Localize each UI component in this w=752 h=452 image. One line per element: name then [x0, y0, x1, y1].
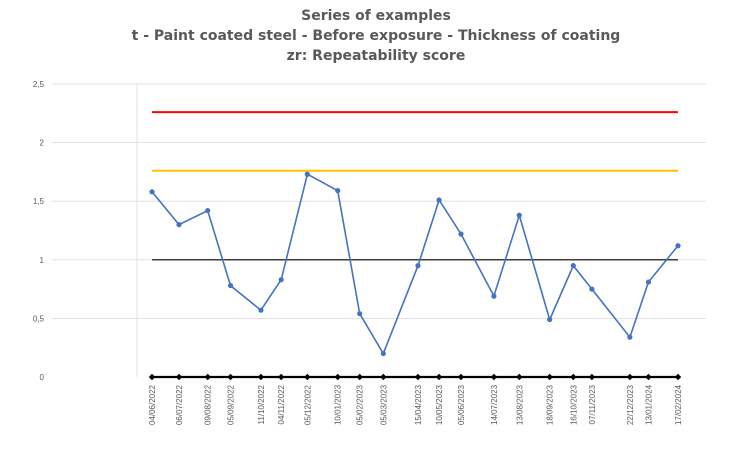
- chart-title-line-3: zr: Repeatability score: [286, 48, 466, 64]
- data-point: [589, 286, 595, 292]
- x-tick-label: 22/12/2023: [626, 384, 635, 425]
- x-tick-label: 05/06/2023: [457, 384, 466, 425]
- data-point: [570, 263, 576, 269]
- x-tick-label: 09/08/2022: [204, 384, 213, 425]
- diamond-marker: [645, 373, 652, 381]
- diamond-marker: [457, 373, 465, 381]
- y-tick-label: 2,5: [33, 80, 45, 89]
- x-tick-label: 16/10/2023: [569, 384, 578, 425]
- diamond-marker: [148, 373, 156, 381]
- y-tick-label: 1,5: [33, 197, 45, 206]
- x-tick-label: 05/02/2023: [356, 384, 365, 425]
- diamond-marker: [175, 373, 183, 381]
- data-point: [491, 293, 497, 299]
- data-point: [258, 307, 264, 313]
- data-point: [547, 316, 553, 323]
- diamond-marker: [626, 373, 634, 381]
- chart-title-line-2: t - Paint coated steel - Before exposure…: [131, 28, 621, 44]
- data-point: [227, 282, 234, 289]
- diamond-marker: [204, 373, 211, 381]
- diamond-marker: [490, 373, 498, 381]
- diamond-marker: [546, 373, 553, 381]
- diamond-marker: [257, 373, 265, 381]
- x-tick-label: 11/10/2022: [257, 384, 266, 424]
- x-tick-label: 07/11/2023: [588, 384, 597, 424]
- diamond-marker: [570, 373, 577, 381]
- x-tick-label: 10/01/2023: [334, 384, 343, 425]
- diamond-marker: [674, 373, 682, 381]
- data-point: [357, 311, 363, 317]
- diamond-marker: [588, 373, 596, 381]
- data-point: [380, 350, 386, 357]
- x-tick-label: 10/05/2023: [435, 384, 444, 425]
- x-tick-label: 13/08/2023: [515, 384, 524, 425]
- x-tick-label: 05/03/2023: [379, 384, 388, 425]
- data-point: [436, 197, 442, 203]
- data-point: [415, 263, 421, 269]
- x-tick-label: 04/11/2022: [277, 384, 286, 424]
- diamond-marker: [356, 373, 363, 381]
- diamond-marker: [277, 373, 285, 381]
- data-point: [304, 171, 310, 177]
- x-tick-label: 05/12/2022: [303, 385, 312, 426]
- x-tick-label: 18/09/2023: [546, 384, 555, 425]
- x-tick-label: 06/07/2022: [175, 384, 184, 425]
- data-point: [335, 188, 341, 194]
- data-point: [176, 222, 182, 228]
- diamond-marker: [435, 373, 443, 381]
- y-tick-label: 1: [40, 256, 45, 265]
- chart-title: Series of examples t - Paint coated stee…: [0, 6, 752, 66]
- diamond-marker: [380, 373, 387, 381]
- data-point: [627, 334, 633, 340]
- x-tick-label: 14/07/2023: [490, 384, 499, 425]
- data-point: [516, 212, 522, 218]
- chart-title-line-1: Series of examples: [301, 8, 451, 24]
- x-tick-label: 04/06/2022: [148, 384, 157, 425]
- x-tick-label: 17/02/2024: [674, 384, 683, 425]
- diamond-marker: [414, 373, 422, 381]
- x-tick-label: 15/04/2023: [414, 385, 423, 426]
- data-point: [278, 277, 284, 283]
- y-tick-label: 2: [40, 139, 45, 148]
- diamond-marker: [334, 373, 341, 381]
- y-tick-label: 0,5: [33, 314, 45, 323]
- diamond-marker: [304, 373, 311, 381]
- x-tick-label: 13/01/2024: [644, 384, 653, 425]
- diamond-marker: [227, 373, 234, 381]
- data-point: [149, 189, 155, 195]
- data-point: [458, 231, 464, 237]
- diamond-marker: [516, 373, 523, 381]
- y-tick-label: 0: [40, 373, 45, 382]
- data-point: [675, 243, 681, 249]
- x-tick-label: 05/09/2022: [227, 384, 236, 425]
- data-point: [645, 279, 652, 285]
- data-point: [205, 207, 211, 214]
